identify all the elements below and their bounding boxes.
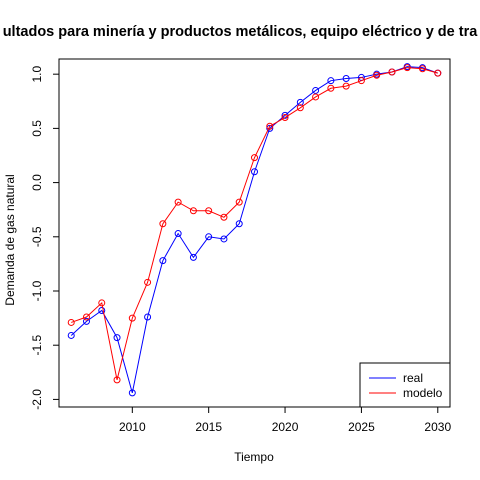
data-point-modelo — [128, 314, 136, 322]
x-axis: 2010 2015 2020 2025 2030 — [119, 407, 451, 434]
data-point-modelo — [327, 84, 335, 92]
data-point-real — [174, 230, 182, 238]
data-point-real — [205, 233, 213, 241]
legend-label-modelo: modelo — [403, 386, 443, 400]
data-point-modelo — [205, 207, 213, 215]
series-line-modelo — [71, 67, 438, 381]
y-tick-label: 1.0 — [30, 66, 44, 83]
y-tick-label: 0.5 — [30, 120, 44, 137]
data-point-modelo — [144, 278, 152, 286]
x-axis-label: Tiempo — [234, 450, 274, 464]
y-tick-label: -1.5 — [30, 335, 44, 356]
x-tick-label: 2030 — [424, 420, 451, 434]
data-point-modelo — [82, 313, 90, 321]
data-point-modelo — [67, 318, 75, 326]
y-axis-label: Demanda de gas natural — [3, 174, 17, 305]
y-tick-label: -0.5 — [30, 226, 44, 247]
plot-frame — [58, 58, 451, 408]
data-point-modelo — [357, 77, 365, 85]
data-point-real — [128, 389, 136, 397]
data-point-modelo — [419, 65, 427, 73]
data-point-modelo — [312, 93, 320, 101]
data-point-modelo — [159, 220, 167, 228]
data-point-modelo — [296, 104, 304, 112]
x-tick-label: 2010 — [119, 420, 146, 434]
data-point-modelo — [434, 69, 442, 77]
data-point-modelo — [113, 376, 121, 384]
data-point-real — [312, 86, 320, 94]
y-tick-label: -1.0 — [30, 280, 44, 301]
series-layer — [67, 63, 442, 397]
x-tick-label: 2025 — [348, 420, 375, 434]
data-point-modelo — [388, 68, 396, 76]
data-point-modelo — [251, 154, 258, 162]
data-point-modelo — [220, 213, 228, 221]
data-point-modelo — [281, 114, 289, 122]
series-line-real — [70, 66, 438, 394]
data-point-real — [159, 257, 167, 265]
data-point-real — [296, 98, 304, 106]
data-point-real — [144, 313, 152, 321]
x-tick-label: 2015 — [195, 420, 222, 434]
data-point-modelo — [373, 71, 381, 79]
y-tick-label: 0.0 — [30, 174, 44, 191]
data-point-real — [82, 317, 90, 325]
legend: real modelo — [359, 362, 451, 408]
legend-label-real: real — [403, 371, 423, 385]
data-point-real — [235, 220, 243, 228]
data-point-real — [113, 334, 121, 342]
data-point-modelo — [403, 64, 411, 72]
data-point-real — [98, 307, 106, 315]
data-point-real — [189, 253, 197, 261]
data-point-modelo — [235, 198, 243, 206]
data-point-real — [327, 77, 335, 85]
data-point-modelo — [98, 299, 106, 307]
data-point-real — [67, 331, 75, 339]
y-axis: -2.0 -1.5 -1.0 -0.5 0.0 0.5 1.0 — [30, 66, 59, 410]
data-point-modelo — [266, 122, 274, 130]
data-point-modelo — [189, 207, 197, 215]
x-tick-label: 2020 — [272, 420, 299, 434]
y-tick-label: -2.0 — [30, 389, 44, 410]
data-point-modelo — [174, 198, 182, 206]
legend-box — [359, 362, 451, 408]
data-point-modelo — [342, 82, 350, 90]
data-point-real — [251, 168, 258, 176]
chart-title: ultados para minería y productos metálic… — [3, 24, 479, 40]
data-point-real — [220, 235, 228, 243]
data-point-real — [342, 75, 350, 83]
data-point-real — [266, 124, 274, 132]
